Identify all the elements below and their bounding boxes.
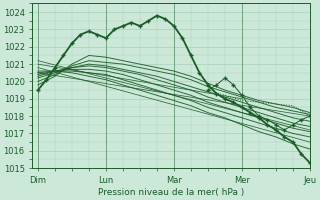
X-axis label: Pression niveau de la mer( hPa ): Pression niveau de la mer( hPa ) [98,188,244,197]
